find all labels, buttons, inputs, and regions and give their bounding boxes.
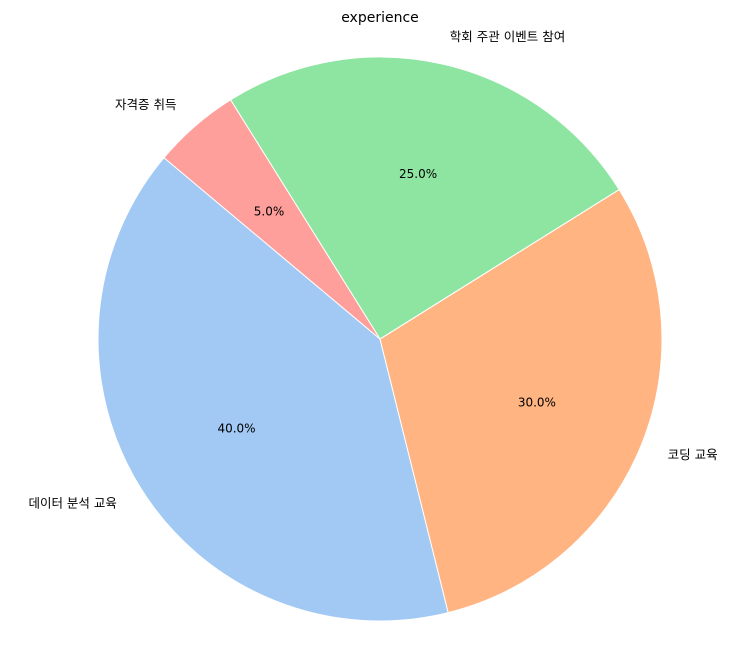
slice-percent-label-3: 25.0%: [399, 167, 437, 181]
pie-labels: 데이터 분석 교육 40.0% 코딩 교육 30.0% 학회 주관 이벤트 참여 25.0…: [28, 29, 717, 511]
slice-label-2: 코딩 교육: [668, 447, 718, 462]
slice-percent-label-1: 40.0%: [217, 422, 255, 436]
slice-percent-label-2: 30.0%: [518, 395, 556, 409]
pie-slice-3: [229, 56, 620, 340]
slice-label-1: 데이터 분석 교육: [28, 495, 116, 510]
pie-slice-4: [163, 99, 381, 340]
pie-slice-1: [97, 157, 449, 622]
chart-title: experience: [341, 10, 419, 26]
slice-percent-label-4: 5.0%: [254, 204, 285, 218]
slice-label-4: 자격증 취득: [115, 97, 176, 112]
slice-label-3: 학회 주관 이벤트 참여: [450, 29, 565, 44]
pie-slices: [97, 56, 663, 622]
